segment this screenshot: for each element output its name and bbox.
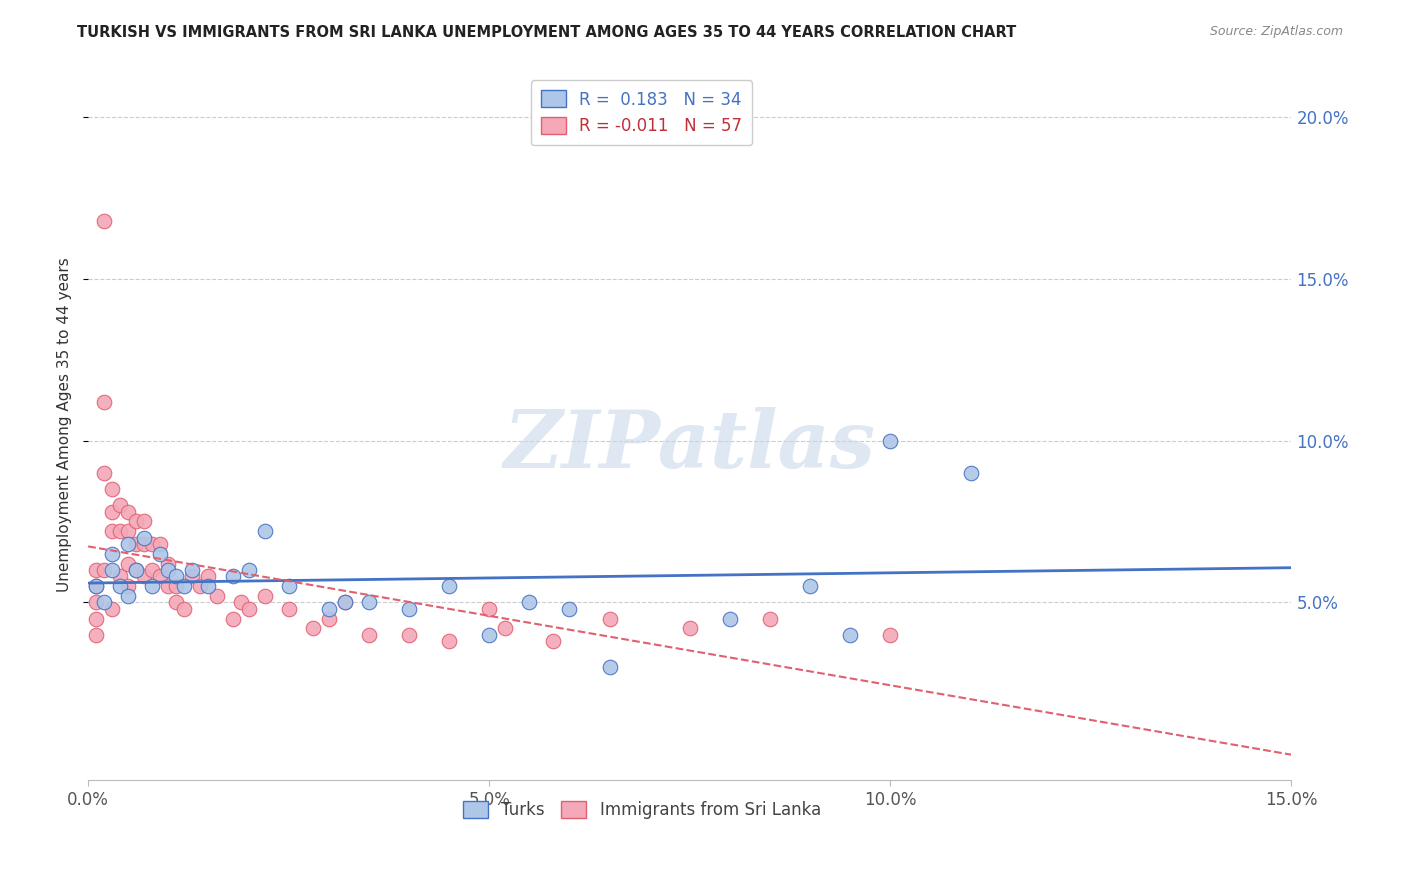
Point [437, 634, 460, 648]
Y-axis label: Unemployment Among Ages 35 to 44 years: Unemployment Among Ages 35 to 44 years [58, 257, 72, 591]
Point [398, 628, 420, 642]
Point [357, 595, 380, 609]
Point [238, 602, 260, 616]
Point [318, 611, 340, 625]
Point [165, 595, 187, 609]
Point [599, 660, 621, 674]
Point [134, 569, 156, 583]
Point [253, 589, 276, 603]
Text: TURKISH VS IMMIGRANTS FROM SRI LANKA UNEMPLOYMENT AMONG AGES 35 TO 44 YEARS CORR: TURKISH VS IMMIGRANTS FROM SRI LANKA UNE… [77, 25, 1017, 40]
Point [165, 569, 187, 583]
Point [110, 498, 132, 512]
Point [333, 595, 356, 609]
Point [221, 611, 243, 625]
Point [110, 569, 132, 583]
Point [799, 579, 821, 593]
Point [117, 579, 139, 593]
Point [277, 579, 299, 593]
Point [101, 563, 124, 577]
Point [84, 563, 107, 577]
Point [333, 595, 356, 609]
Point [110, 524, 132, 538]
Point [398, 602, 420, 616]
Point [718, 611, 741, 625]
Point [117, 524, 139, 538]
Point [181, 563, 204, 577]
Point [84, 579, 107, 593]
Text: Source: ZipAtlas.com: Source: ZipAtlas.com [1209, 25, 1343, 38]
Point [134, 537, 156, 551]
Point [149, 547, 172, 561]
Point [134, 531, 156, 545]
Point [759, 611, 782, 625]
Point [478, 602, 501, 616]
Point [205, 589, 228, 603]
Point [93, 213, 115, 227]
Point [101, 547, 124, 561]
Point [101, 524, 124, 538]
Point [93, 595, 115, 609]
Point [478, 628, 501, 642]
Point [141, 537, 163, 551]
Point [357, 628, 380, 642]
Point [543, 634, 565, 648]
Point [157, 557, 180, 571]
Point [125, 537, 148, 551]
Point [101, 482, 124, 496]
Point [599, 611, 621, 625]
Point [101, 505, 124, 519]
Point [229, 595, 252, 609]
Point [157, 579, 180, 593]
Point [879, 434, 901, 448]
Point [141, 579, 163, 593]
Point [117, 557, 139, 571]
Point [318, 602, 340, 616]
Point [93, 394, 115, 409]
Point [117, 537, 139, 551]
Point [173, 602, 195, 616]
Point [173, 579, 195, 593]
Point [679, 621, 702, 635]
Point [301, 621, 323, 635]
Point [84, 628, 107, 642]
Point [141, 563, 163, 577]
Point [197, 569, 219, 583]
Point [93, 563, 115, 577]
Point [117, 589, 139, 603]
Point [277, 602, 299, 616]
Point [879, 628, 901, 642]
Point [197, 579, 219, 593]
Point [134, 515, 156, 529]
Point [125, 563, 148, 577]
Point [84, 595, 107, 609]
Point [165, 579, 187, 593]
Point [84, 611, 107, 625]
Point [253, 524, 276, 538]
Point [839, 628, 862, 642]
Point [125, 515, 148, 529]
Point [125, 563, 148, 577]
Point [117, 505, 139, 519]
Point [238, 563, 260, 577]
Point [110, 579, 132, 593]
Point [93, 466, 115, 480]
Point [157, 563, 180, 577]
Point [959, 466, 981, 480]
Point [519, 595, 541, 609]
Legend: Turks, Immigrants from Sri Lanka: Turks, Immigrants from Sri Lanka [456, 794, 828, 825]
Point [84, 579, 107, 593]
Point [181, 569, 204, 583]
Point [437, 579, 460, 593]
Point [101, 602, 124, 616]
Point [190, 579, 212, 593]
Point [149, 537, 172, 551]
Point [149, 569, 172, 583]
Text: ZIPatlas: ZIPatlas [503, 407, 876, 484]
Point [494, 621, 516, 635]
Point [221, 569, 243, 583]
Point [558, 602, 581, 616]
